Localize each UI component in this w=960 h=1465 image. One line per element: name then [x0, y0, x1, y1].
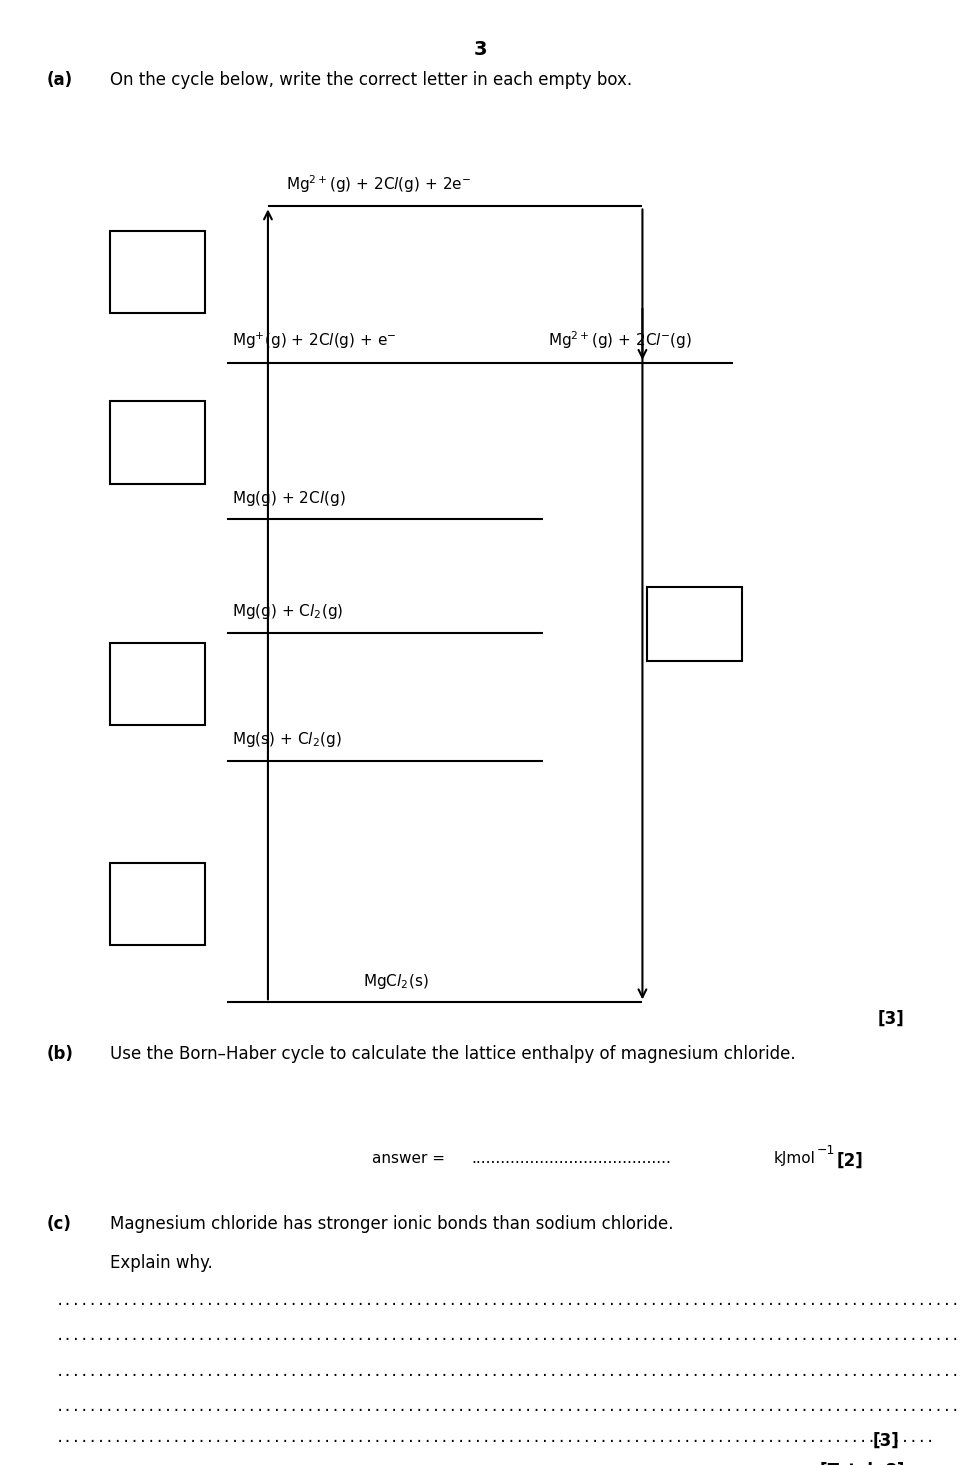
Text: Use the Born–Haber cycle to calculate the lattice enthalpy of magnesium chloride: Use the Born–Haber cycle to calculate th…: [110, 1045, 796, 1064]
Text: [2]: [2]: [836, 1151, 863, 1169]
Text: Mg$^{2+}$(g) + 2C$\it{l}$$^{-}$(g): Mg$^{2+}$(g) + 2C$\it{l}$$^{-}$(g): [547, 330, 691, 352]
Text: kJmol: kJmol: [773, 1151, 815, 1166]
Text: .........................................: ........................................…: [471, 1151, 671, 1166]
Text: Mg(g) + C$\it{l}$$_2$(g): Mg(g) + C$\it{l}$$_2$(g): [231, 602, 344, 621]
Text: Explain why.: Explain why.: [110, 1254, 213, 1272]
Text: answer =: answer =: [372, 1151, 449, 1166]
Text: [3]: [3]: [873, 1431, 900, 1449]
Bar: [110, 863, 204, 945]
Bar: [110, 230, 204, 314]
Text: Magnesium chloride has stronger ionic bonds than sodium chloride.: Magnesium chloride has stronger ionic bo…: [110, 1216, 674, 1234]
Text: [Total: 8]: [Total: 8]: [820, 1461, 904, 1465]
Text: ................................................................................: ........................................…: [56, 1365, 960, 1379]
Text: Mg$^{2+}$(g) + 2C$\it{l}$(g) + 2e$^{-}$: Mg$^{2+}$(g) + 2C$\it{l}$(g) + 2e$^{-}$: [286, 173, 471, 195]
Text: ................................................................................: ........................................…: [56, 1294, 960, 1308]
Text: 3: 3: [473, 40, 487, 59]
Text: −1: −1: [817, 1144, 835, 1157]
Text: On the cycle below, write the correct letter in each empty box.: On the cycle below, write the correct le…: [110, 72, 632, 89]
Text: (a): (a): [47, 72, 73, 89]
Text: (b): (b): [47, 1045, 74, 1064]
Text: (c): (c): [47, 1216, 72, 1234]
Text: ................................................................................: ........................................…: [56, 1431, 935, 1446]
Text: [3]: [3]: [877, 1009, 904, 1027]
Bar: [647, 587, 742, 661]
Text: MgC$\it{l}$$_2$(s): MgC$\it{l}$$_2$(s): [363, 971, 428, 990]
Text: Mg$^{+}$(g) + 2C$\it{l}$(g) + e$^{-}$: Mg$^{+}$(g) + 2C$\it{l}$(g) + e$^{-}$: [231, 331, 396, 352]
Text: Mg(g) + 2C$\it{l}$(g): Mg(g) + 2C$\it{l}$(g): [231, 489, 346, 508]
Bar: [110, 643, 204, 725]
Text: ................................................................................: ........................................…: [56, 1401, 960, 1414]
Text: Mg(s) + C$\it{l}$$_2$(g): Mg(s) + C$\it{l}$$_2$(g): [231, 731, 342, 749]
Bar: [110, 401, 204, 483]
Text: ................................................................................: ........................................…: [56, 1329, 960, 1343]
